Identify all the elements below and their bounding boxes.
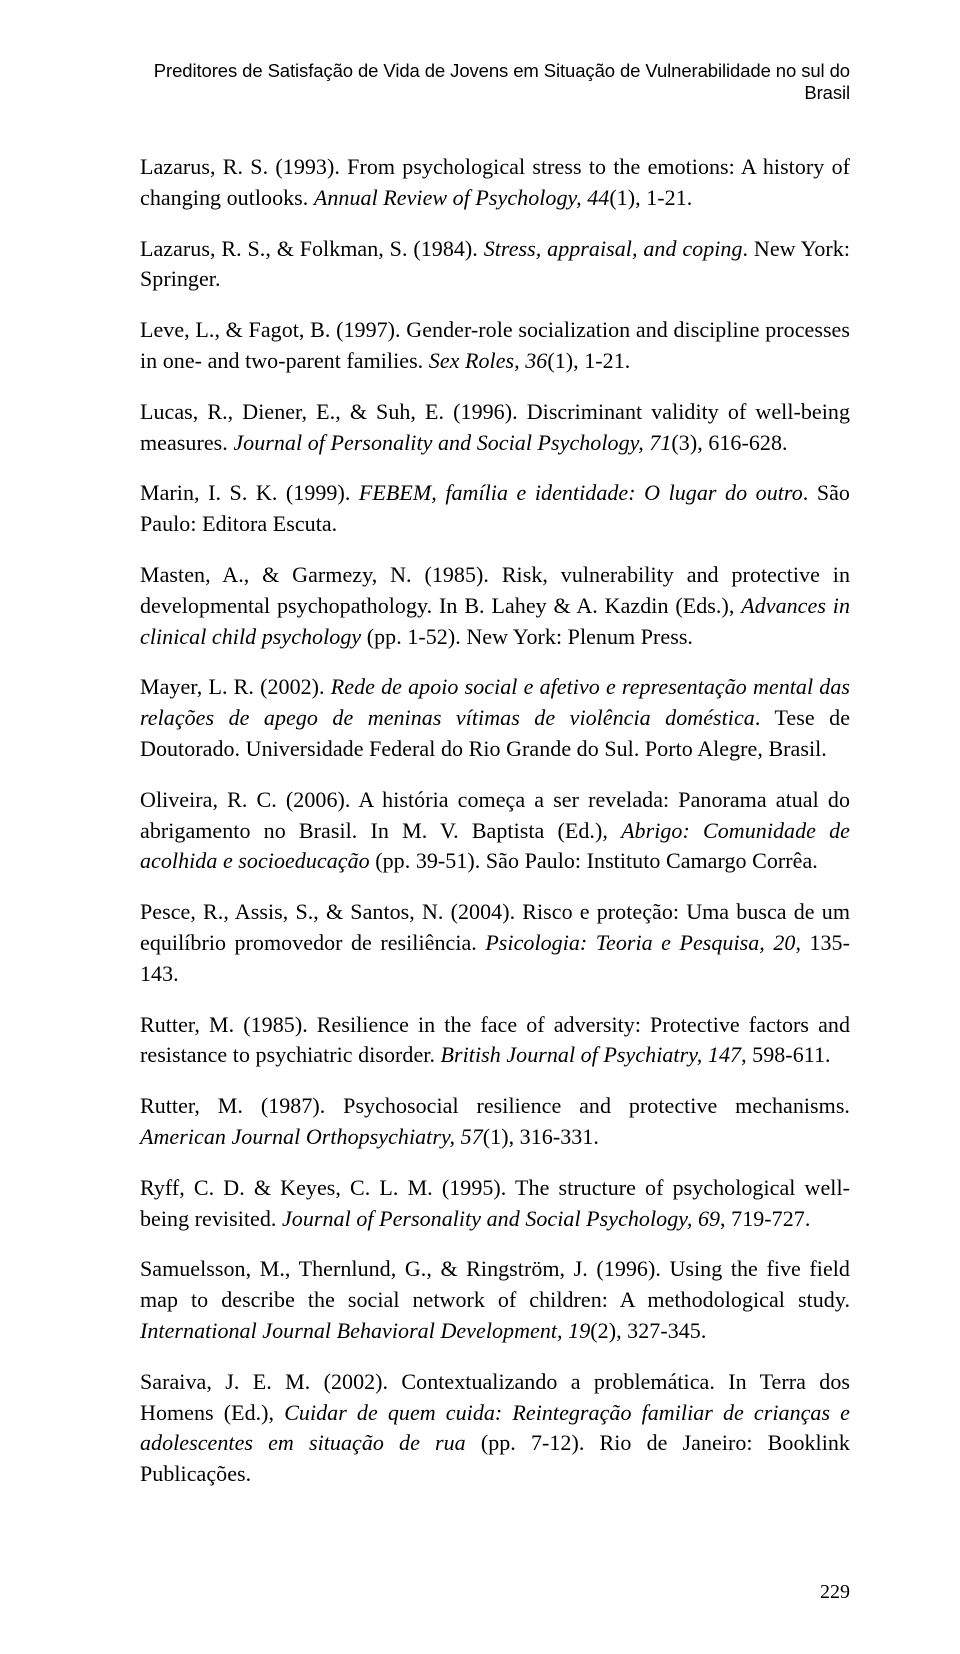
reference-entry: Ryff, C. D. & Keyes, C. L. M. (1995). Th…	[140, 1173, 850, 1235]
references-list: Lazarus, R. S. (1993). From psychologica…	[140, 152, 850, 1490]
reference-entry: Saraiva, J. E. M. (2002). Contextualizan…	[140, 1367, 850, 1490]
page-number: 229	[820, 1581, 850, 1604]
reference-entry: Oliveira, R. C. (2006). A história começ…	[140, 785, 850, 877]
reference-entry: Mayer, L. R. (2002). Rede de apoio socia…	[140, 672, 850, 764]
reference-entry: Masten, A., & Garmezy, N. (1985). Risk, …	[140, 560, 850, 652]
page: Preditores de Satisfação de Vida de Jove…	[0, 0, 960, 1654]
running-header: Preditores de Satisfação de Vida de Jove…	[140, 60, 850, 104]
reference-entry: Pesce, R., Assis, S., & Santos, N. (2004…	[140, 897, 850, 989]
reference-entry: Leve, L., & Fagot, B. (1997). Gender-rol…	[140, 315, 850, 377]
reference-entry: Samuelsson, M., Thernlund, G., & Ringstr…	[140, 1254, 850, 1346]
reference-entry: Lucas, R., Diener, E., & Suh, E. (1996).…	[140, 397, 850, 459]
reference-entry: Rutter, M. (1987). Psychosocial resilien…	[140, 1091, 850, 1153]
reference-entry: Rutter, M. (1985). Resilience in the fac…	[140, 1010, 850, 1072]
reference-entry: Lazarus, R. S. (1993). From psychologica…	[140, 152, 850, 214]
reference-entry: Marin, I. S. K. (1999). FEBEM, família e…	[140, 478, 850, 540]
reference-entry: Lazarus, R. S., & Folkman, S. (1984). St…	[140, 234, 850, 296]
